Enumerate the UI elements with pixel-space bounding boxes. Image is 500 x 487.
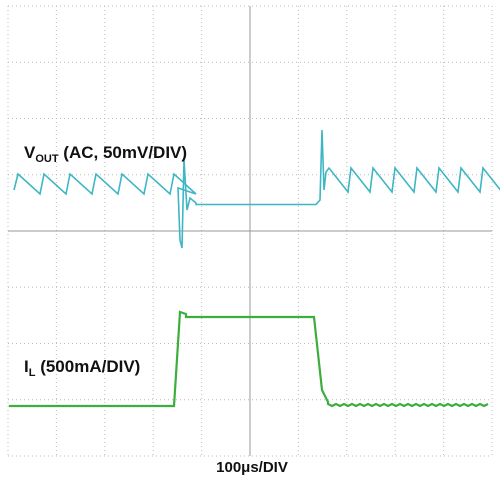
vout-trace xyxy=(13,129,500,249)
timebase-label: 100μs/DIV xyxy=(216,459,288,476)
vout-symbol: V xyxy=(24,143,36,162)
vout-scale: (AC, 50mV/DIV) xyxy=(59,143,187,162)
il-label: IL (500mA/DIV) xyxy=(24,357,140,379)
il-scale: (500mA/DIV) xyxy=(35,357,140,376)
vout-label: VOUT (AC, 50mV/DIV) xyxy=(24,143,187,165)
vout-subscript: OUT xyxy=(35,153,59,165)
il-trace xyxy=(8,310,489,408)
il-symbol: I xyxy=(24,357,29,376)
il-subscript: L xyxy=(29,367,36,379)
graticule xyxy=(7,5,493,457)
